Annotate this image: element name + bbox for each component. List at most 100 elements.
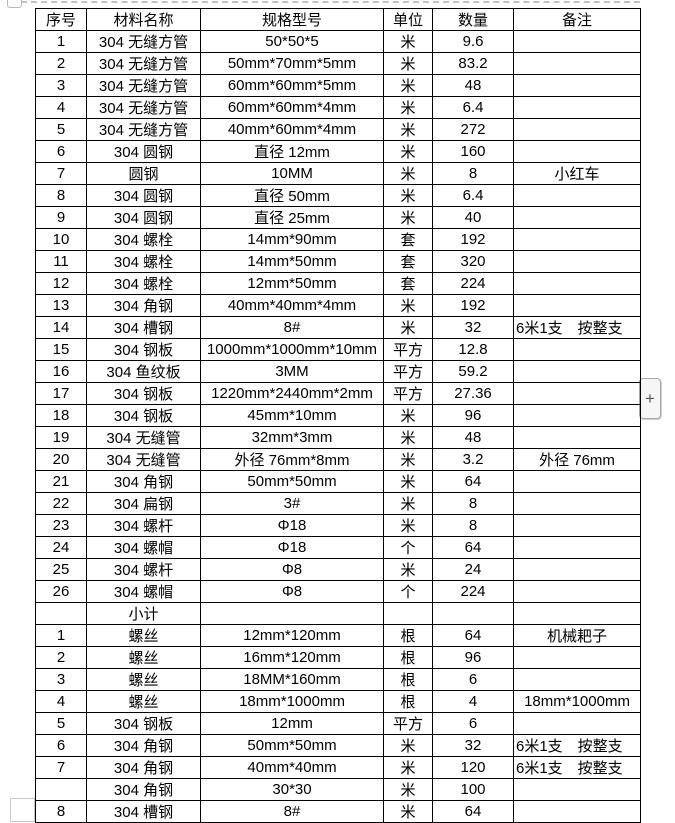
cell-unit[interactable]: 米 [383,74,433,97]
cell-index[interactable] [35,778,87,801]
cell-quantity[interactable]: 96 [432,646,514,669]
cell-unit[interactable]: 米 [383,558,433,581]
cell-unit[interactable]: 米 [383,778,433,801]
cell-index[interactable]: 7 [35,162,87,185]
cell-index[interactable]: 13 [35,294,87,317]
cell-material-name[interactable]: 304 螺杆 [86,558,201,581]
cell-material-name[interactable]: 304 螺栓 [86,250,201,273]
cell-index[interactable]: 25 [35,558,87,581]
cell-spec-model[interactable]: 30*30 [200,778,384,801]
cell-spec-model[interactable]: 40mm*40mm [200,756,384,779]
cell-remark[interactable]: 外径 76mm [513,448,641,471]
cell-index[interactable]: 4 [35,96,87,119]
cell-material-name[interactable]: 304 螺杆 [86,514,201,537]
cell-material-name[interactable]: 304 螺栓 [86,228,201,251]
cell-unit[interactable]: 米 [383,492,433,515]
cell-quantity[interactable]: 12.8 [432,338,514,361]
cell-quantity[interactable]: 272 [432,118,514,141]
cell-spec-model[interactable]: 12mm [200,712,384,735]
cell-quantity[interactable]: 32 [432,316,514,339]
cell-spec-model[interactable]: 12mm*50mm [200,272,384,295]
cell-material-name[interactable]: 304 无缝方管 [86,96,201,119]
cell-spec-model[interactable]: 60mm*60mm*4mm [200,96,384,119]
cell-index[interactable]: 12 [35,272,87,295]
cell-unit[interactable]: 套 [383,250,433,273]
cell-remark[interactable] [513,118,641,141]
cell-spec-model[interactable]: 8# [200,800,384,823]
cell-quantity[interactable]: 32 [432,734,514,757]
cell-unit[interactable] [383,602,433,625]
cell-remark[interactable]: 机械耙子 [513,624,641,647]
cell-quantity[interactable]: 64 [432,800,514,823]
cell-unit[interactable]: 套 [383,228,433,251]
cell-remark[interactable] [513,778,641,801]
cell-material-name[interactable]: 304 角钢 [86,294,201,317]
cell-unit[interactable]: 平方 [383,360,433,383]
cell-index[interactable]: 17 [35,382,87,405]
cell-index[interactable]: 1 [35,30,87,53]
cell-remark[interactable] [513,184,641,207]
cell-quantity[interactable]: 192 [432,228,514,251]
cell-quantity[interactable]: 8 [432,514,514,537]
cell-quantity[interactable]: 320 [432,250,514,273]
cell-index[interactable]: 20 [35,448,87,471]
cell-remark[interactable] [513,272,641,295]
cell-quantity[interactable]: 6.4 [432,96,514,119]
cell-material-name[interactable]: 304 钢板 [86,712,201,735]
cell-index[interactable]: 24 [35,536,87,559]
cell-material-name[interactable]: 螺丝 [86,624,201,647]
cell-material-name[interactable]: 304 无缝方管 [86,74,201,97]
cell-spec-model[interactable]: 8# [200,316,384,339]
cell-index[interactable]: 2 [35,52,87,75]
cell-remark[interactable] [513,360,641,383]
cell-spec-model[interactable]: 直径 12mm [200,140,384,163]
cell-unit[interactable]: 根 [383,668,433,691]
cell-unit[interactable]: 米 [383,294,433,317]
cell-index[interactable]: 3 [35,74,87,97]
cell-quantity[interactable] [432,602,514,625]
cell-index[interactable]: 5 [35,712,87,735]
cell-unit[interactable]: 平方 [383,382,433,405]
cell-quantity[interactable]: 27.36 [432,382,514,405]
cell-quantity[interactable]: 224 [432,580,514,603]
cell-index[interactable] [35,602,87,625]
cell-remark[interactable] [513,404,641,427]
cell-unit[interactable]: 米 [383,756,433,779]
cell-index[interactable]: 22 [35,492,87,515]
cell-index[interactable]: 7 [35,756,87,779]
cell-unit[interactable]: 米 [383,206,433,229]
cell-unit[interactable]: 米 [383,404,433,427]
cell-unit[interactable]: 米 [383,426,433,449]
cell-remark[interactable] [513,338,641,361]
cell-remark[interactable]: 6米1支 按整支 [513,756,641,779]
cell-quantity[interactable]: 4 [432,690,514,713]
cell-remark[interactable] [513,294,641,317]
cell-material-name[interactable]: 304 螺帽 [86,580,201,603]
cell-spec-model[interactable]: 直径 25mm [200,206,384,229]
cell-spec-model[interactable]: 10MM [200,162,384,185]
cell-spec-model[interactable]: 外径 76mm*8mm [200,448,384,471]
cell-unit[interactable]: 平方 [383,712,433,735]
cell-quantity[interactable]: 48 [432,74,514,97]
cell-spec-model[interactable]: 1220mm*2440mm*2mm [200,382,384,405]
cell-quantity[interactable]: 8 [432,492,514,515]
cell-quantity[interactable]: 6 [432,712,514,735]
cell-quantity[interactable]: 48 [432,426,514,449]
cell-spec-model[interactable]: 40mm*40mm*4mm [200,294,384,317]
cell-spec-model[interactable]: 40mm*60mm*4mm [200,118,384,141]
cell-quantity[interactable]: 24 [432,558,514,581]
cell-material-name[interactable]: 304 角钢 [86,734,201,757]
cell-spec-model[interactable]: Φ18 [200,536,384,559]
cell-unit[interactable]: 米 [383,316,433,339]
cell-material-name[interactable]: 304 螺帽 [86,536,201,559]
cell-unit[interactable]: 个 [383,536,433,559]
cell-remark[interactable] [513,206,641,229]
cell-material-name[interactable]: 304 无缝方管 [86,30,201,53]
cell-unit[interactable]: 根 [383,646,433,669]
cell-material-name[interactable]: 304 钢板 [86,382,201,405]
cell-unit[interactable]: 平方 [383,338,433,361]
cell-unit[interactable]: 米 [383,184,433,207]
cell-spec-model[interactable]: 50*50*5 [200,30,384,53]
cell-material-name[interactable]: 圆钢 [86,162,201,185]
cell-index[interactable]: 26 [35,580,87,603]
